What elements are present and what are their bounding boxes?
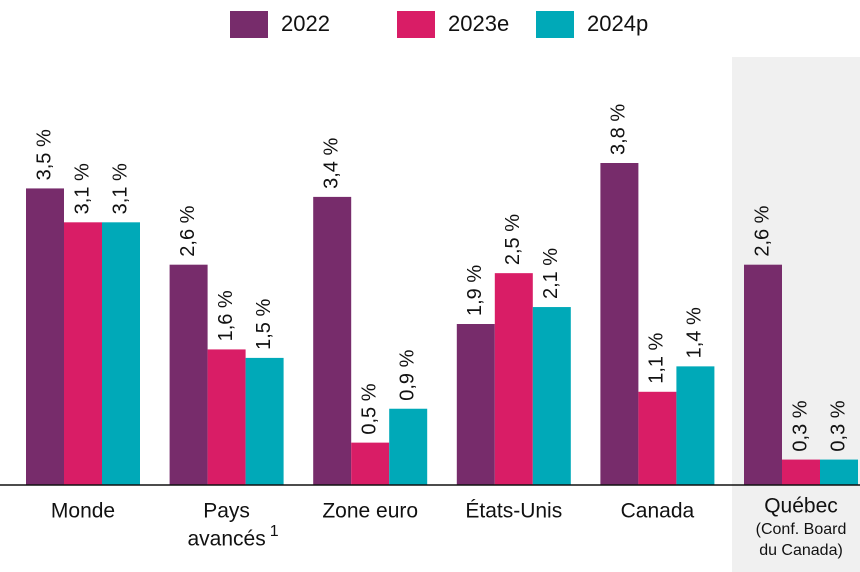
value-label: 3,1 % — [109, 163, 131, 214]
category-note: du Canada) — [759, 542, 843, 559]
value-label: 3,8 % — [608, 104, 630, 155]
bar — [313, 196, 352, 486]
category-note: (Conf. Board — [756, 521, 847, 538]
value-label: 0,3 % — [789, 400, 811, 451]
x-tick-label: Zone euro — [322, 500, 418, 523]
value-label: 1,9 % — [464, 265, 486, 316]
value-label: 2,1 % — [540, 248, 562, 299]
bar — [638, 391, 677, 485]
bar — [676, 366, 715, 485]
bar — [351, 442, 390, 485]
value-label: 0,9 % — [396, 349, 418, 400]
legend-text: 2022 — [281, 11, 330, 36]
value-label: 0,5 % — [358, 383, 380, 434]
footnote-mark: 1 — [270, 523, 279, 540]
bar — [26, 188, 64, 485]
legend-swatch — [536, 11, 574, 38]
bar — [102, 222, 140, 485]
value-label: 2,6 % — [177, 205, 199, 256]
x-tick-label: États-Unis — [465, 500, 562, 523]
x-tick-label: Monde — [51, 500, 115, 523]
legend-text: 2023e — [448, 11, 509, 36]
bar — [245, 357, 284, 485]
x-tick-label: Québec — [764, 495, 838, 518]
legend-swatch — [230, 11, 268, 38]
bar — [169, 264, 208, 485]
x-tick-label: avancés — [187, 528, 265, 551]
bar — [207, 349, 246, 485]
legend-text: 2024p — [587, 11, 648, 36]
bar — [389, 408, 428, 485]
legend-swatch — [397, 11, 435, 38]
bar — [600, 163, 639, 485]
value-label: 1,5 % — [253, 299, 275, 350]
value-label: 2,6 % — [751, 205, 773, 256]
bar — [820, 459, 858, 485]
bar — [532, 307, 571, 485]
bar — [64, 222, 102, 485]
x-tick-label: Canada — [621, 500, 695, 523]
bar — [782, 459, 820, 485]
x-tick-label: Pays — [203, 500, 250, 523]
value-label: 1,4 % — [684, 307, 706, 358]
value-label: 1,6 % — [215, 290, 237, 341]
value-label: 0,3 % — [827, 400, 849, 451]
value-label: 3,4 % — [320, 138, 342, 189]
value-label: 1,1 % — [646, 332, 668, 383]
bar — [744, 264, 782, 485]
value-label: 3,1 % — [71, 163, 93, 214]
value-label: 3,5 % — [33, 129, 55, 180]
value-label: 2,5 % — [502, 214, 524, 265]
bar — [494, 273, 533, 485]
bar — [456, 324, 495, 485]
